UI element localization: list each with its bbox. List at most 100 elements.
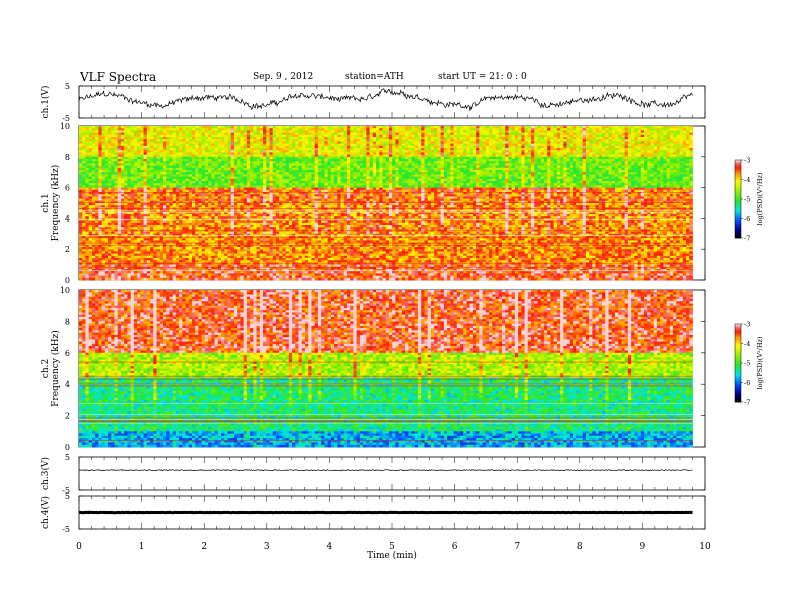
spectrogram-cell (133, 156, 138, 160)
spectrogram-cell (269, 277, 274, 281)
spectrogram-cell (95, 247, 99, 250)
spectrogram-cell (111, 266, 115, 270)
spectrogram-cell (143, 141, 148, 144)
spectrogram-cell (217, 130, 222, 133)
spectrogram-cell (130, 167, 135, 171)
spectrogram-cell (259, 277, 264, 281)
spectrogram-cell (140, 150, 144, 153)
spectrogram-cell (169, 192, 174, 195)
spectrogram-cell (130, 264, 135, 268)
spectrogram-cell (127, 251, 132, 254)
spectrogram-cell (185, 148, 190, 151)
spectrogram-cell (156, 159, 161, 162)
spectrogram-cell (143, 178, 148, 182)
spectrogram-cell (95, 134, 99, 138)
spectrogram-cell (185, 163, 190, 166)
spectrogram-cell (85, 152, 90, 155)
spectrogram-cell (143, 154, 148, 158)
spectrogram-cell (117, 194, 122, 197)
spectrogram-cell (124, 161, 128, 164)
spectrogram-cell (150, 165, 154, 169)
spectrogram-cell (143, 172, 148, 175)
spectrogram-cell (169, 227, 174, 230)
spectrogram-cell (114, 203, 119, 206)
spectrogram-cell (79, 189, 83, 193)
spectrogram-cell (208, 273, 212, 276)
spectrogram-cell (98, 216, 103, 219)
spectrogram-cell (211, 203, 216, 206)
spectrogram-cell (143, 225, 148, 228)
spectrogram-cell (153, 260, 157, 263)
spectrogram-cell (211, 216, 216, 219)
spectrogram-cell (159, 185, 164, 188)
spectrogram-cell (88, 266, 93, 270)
spectrogram-cell (104, 264, 109, 268)
spectrogram-cell (108, 154, 112, 158)
spectrogram-cell (140, 225, 144, 228)
spectrogram-cell (188, 216, 193, 219)
spectrogram-cell (182, 266, 186, 270)
spectrogram-cell (188, 185, 193, 188)
spectrogram-cell (146, 214, 151, 217)
spectrogram-cell (214, 187, 219, 191)
spectrogram-cell (214, 264, 219, 268)
spectrogram-cell (150, 242, 154, 246)
spectrogram-cell (153, 198, 157, 202)
spectrogram-cell (127, 148, 132, 151)
spectrogram-cell (150, 214, 154, 217)
spectrogram-cell (162, 159, 167, 162)
spectrogram-cell (98, 143, 103, 147)
spectrogram-cell (214, 275, 219, 279)
spectrogram-cell (153, 189, 157, 193)
spectrogram-cell (204, 178, 209, 182)
spectrogram-cell (101, 130, 106, 133)
spectrogram-cell (153, 172, 157, 175)
spectrogram-cell (79, 240, 83, 243)
spectrogram-cell (95, 161, 99, 164)
spectrogram-cell (108, 249, 112, 252)
spectrogram-cell (146, 194, 151, 197)
spectrogram-cell (120, 178, 125, 182)
spectrogram-cell (88, 163, 93, 166)
spectrogram-cell (133, 163, 138, 166)
spectrogram-cell (133, 165, 138, 169)
spectrogram-cell (156, 189, 161, 193)
spectrogram-cell (166, 126, 170, 129)
spectrogram-cell (111, 205, 115, 208)
spectrogram-cell (146, 227, 151, 230)
spectrogram-cell (185, 275, 190, 279)
spectrogram-cell (133, 255, 138, 259)
spectrogram-cell (172, 220, 177, 224)
spectrogram-cell (166, 273, 170, 276)
spectrogram-cell (182, 277, 186, 281)
spectrogram-cell (91, 253, 96, 257)
spectrogram-cell (120, 194, 125, 197)
spectrogram-cell (162, 167, 167, 171)
spectrogram-cell (127, 137, 132, 140)
spectrogram-cell (175, 196, 180, 199)
spectrogram-cell (79, 187, 83, 191)
spectrogram-cell (166, 187, 170, 191)
spectrogram-cell (130, 178, 135, 182)
spectrogram-cell (146, 187, 151, 191)
spectrogram-cell (195, 161, 199, 164)
spectrogram-cell (208, 163, 212, 166)
spectrogram-cell (211, 183, 216, 186)
spectrogram-cell (172, 130, 177, 133)
spectrogram-cell (156, 170, 161, 173)
spectrogram-cell (82, 141, 86, 144)
spectrogram-cell (198, 159, 203, 162)
spectrogram-cell (201, 183, 206, 186)
spectrogram-cell (108, 165, 112, 169)
spectrogram-cell (146, 137, 151, 140)
spectrogram-cell (204, 203, 209, 206)
spectrogram-cell (146, 275, 151, 279)
spectrogram-cell (172, 181, 177, 184)
spectrogram-cell (153, 205, 157, 208)
spectrogram-cell (166, 271, 170, 274)
spectrogram-cell (166, 159, 170, 162)
spectrogram-cell (101, 128, 106, 131)
spectrogram-cell (169, 178, 174, 182)
spectrogram-cell (188, 194, 193, 197)
spectrogram-cell (162, 240, 167, 243)
